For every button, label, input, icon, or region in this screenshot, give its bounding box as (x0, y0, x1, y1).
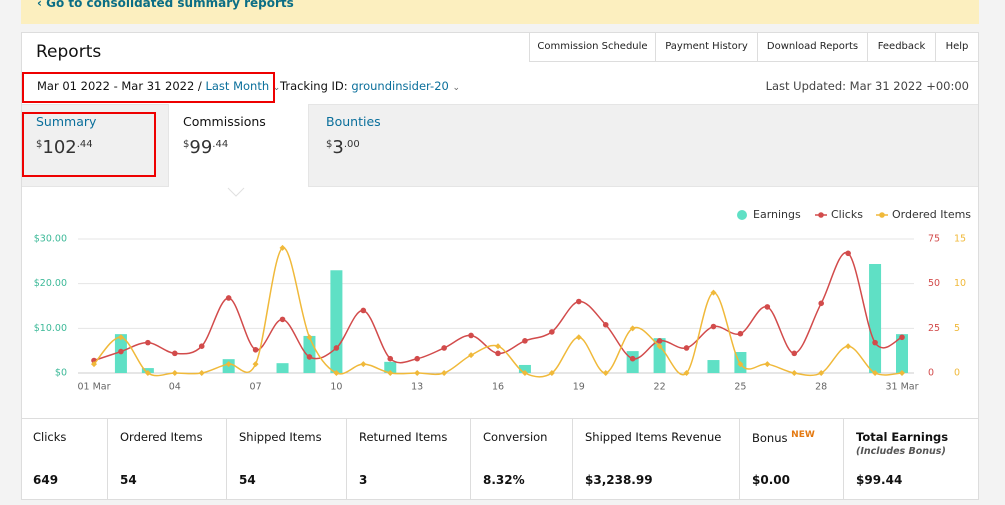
tab-label: Bounties (326, 114, 381, 129)
button[interactable]: Help (935, 32, 979, 62)
cents: .44 (212, 139, 229, 150)
stat-value: 649 (33, 473, 59, 487)
stat-note: (Includes Bonus) (856, 446, 946, 457)
divider (21, 418, 979, 419)
stat-value: $3,238.99 (585, 473, 653, 487)
date-filter[interactable]: Mar 01 2022 - Mar 31 2022 / Last Month ⌄ (37, 79, 281, 93)
stat: Shipped Items 54 (226, 418, 347, 500)
stat-label: Shipped Items Revenue (585, 430, 722, 444)
banner: ‹ Go to consolidated summary reports (21, 0, 979, 24)
stat-value: $0.00 (752, 473, 790, 487)
stat: Ordered Items 54 (107, 418, 227, 500)
last-updated: Last Updated: Mar 31 2022 +00:00 (765, 79, 969, 93)
stat-label: Clicks (33, 430, 67, 444)
stat-label: Bonus NEW (752, 430, 815, 445)
stat-value: $99.44 (856, 473, 903, 487)
stat-label: Total Earnings (856, 430, 949, 444)
page-title: Reports (36, 42, 102, 62)
badge: NEW (791, 430, 815, 440)
whole: 3 (332, 137, 344, 158)
stat-label: Returned Items (359, 430, 448, 444)
tracking-filter[interactable]: Tracking ID: groundinsider-20 ⌄ (280, 79, 461, 93)
button[interactable]: Payment History (655, 32, 758, 62)
stat: Clicks 649 (21, 418, 108, 500)
stat-value: 54 (120, 473, 137, 487)
stat-value: 8.32% (483, 473, 525, 487)
label-text: Bonus (752, 430, 788, 445)
whole: 99 (189, 137, 213, 158)
highlight-box (22, 72, 275, 103)
button[interactable]: Download Reports (757, 32, 868, 62)
date-range: Mar 01 2022 - Mar 31 2022 / (37, 79, 202, 93)
tab[interactable]: Summary $102.44 (22, 104, 163, 185)
cents: .00 (343, 139, 360, 150)
tracking-label: Tracking ID: (280, 79, 348, 93)
stat: Shipped Items Revenue $3,238.99 (572, 418, 740, 500)
tab-amount: $102.44 (36, 137, 93, 158)
tab[interactable]: Bounties $3.00 (312, 104, 453, 185)
stat-label: Shipped Items (239, 430, 322, 444)
stat-value: 3 (359, 473, 368, 487)
back-link[interactable]: ‹ Go to consolidated summary reports (37, 0, 294, 10)
highlight-box (22, 112, 156, 177)
currency: $ (36, 139, 43, 150)
stat-label: Conversion (483, 430, 548, 444)
currency: $ (183, 139, 190, 150)
tab-label: Summary (36, 114, 97, 129)
tab-amount: $3.00 (326, 137, 360, 158)
cents: .44 (76, 139, 93, 150)
tab-bar (22, 104, 978, 187)
stat-value: 54 (239, 473, 256, 487)
currency: $ (326, 139, 333, 150)
tab-amount: $99.44 (183, 137, 228, 158)
stat: Total Earnings (Includes Bonus) $99.44 (843, 418, 979, 500)
stat: Conversion 8.32% (470, 418, 573, 500)
stat: Returned Items 3 (346, 418, 471, 500)
button[interactable]: Commission Schedule (529, 32, 656, 62)
tab-label: Commissions (183, 114, 266, 129)
date-preset: Last Month (205, 79, 270, 93)
tracking-id: groundinsider-20 (351, 79, 449, 93)
button[interactable]: Feedback (867, 32, 936, 62)
stat-label: Ordered Items (120, 430, 203, 444)
tab-active[interactable]: Commissions $99.44 (168, 104, 309, 187)
whole: 102 (42, 137, 77, 158)
stat: Bonus NEW $0.00 (739, 418, 844, 500)
